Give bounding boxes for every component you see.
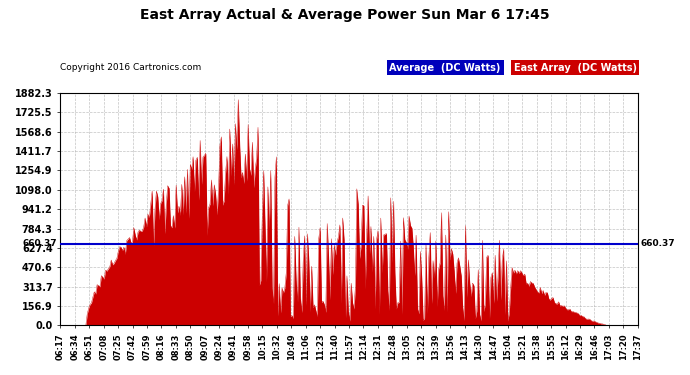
Text: 660.37: 660.37 <box>640 239 676 248</box>
Text: 660.37: 660.37 <box>23 239 57 248</box>
Text: East Array Actual & Average Power Sun Mar 6 17:45: East Array Actual & Average Power Sun Ma… <box>140 8 550 21</box>
Text: Average  (DC Watts): Average (DC Watts) <box>389 63 501 72</box>
Text: East Array  (DC Watts): East Array (DC Watts) <box>513 63 637 72</box>
Text: Copyright 2016 Cartronics.com: Copyright 2016 Cartronics.com <box>61 63 201 72</box>
